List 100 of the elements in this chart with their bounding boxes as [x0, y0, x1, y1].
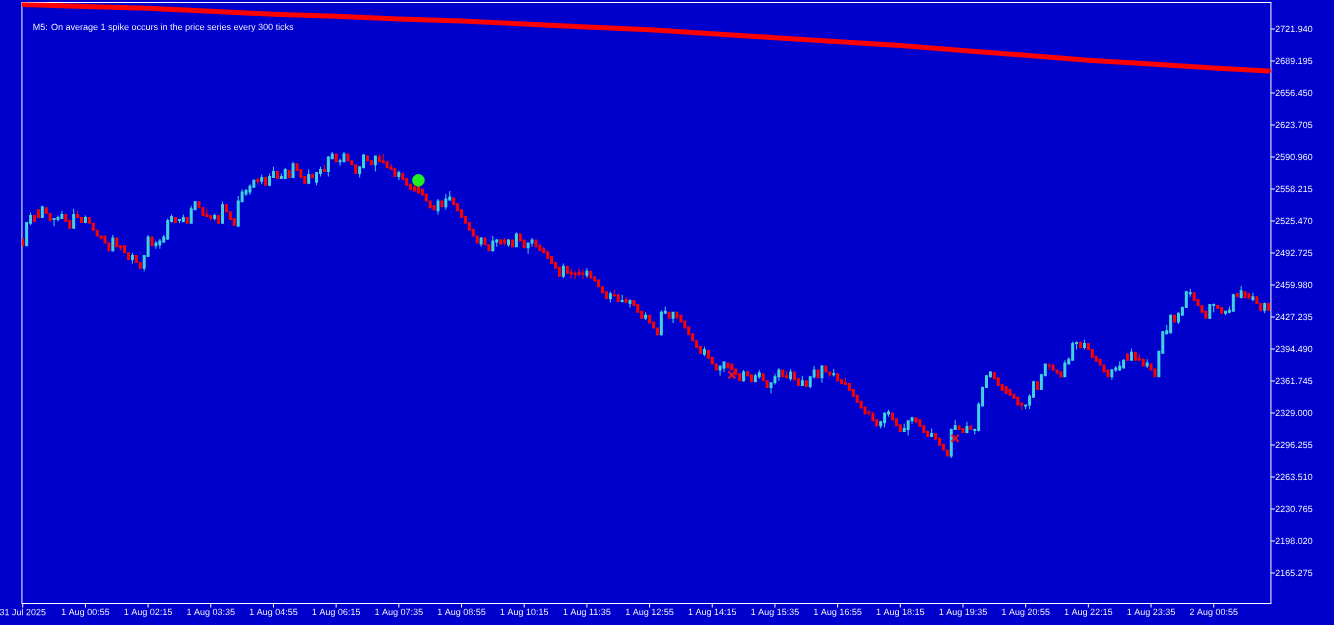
candlestick: [154, 240, 158, 250]
candlestick: [1263, 302, 1267, 314]
candlestick: [742, 369, 746, 383]
candlestick: [491, 235, 495, 253]
candlestick: [1020, 401, 1024, 411]
candlestick: [83, 215, 87, 224]
candlestick: [836, 373, 840, 382]
x-tick-label: 1 Aug 11:35: [563, 608, 611, 617]
candlestick: [1141, 358, 1145, 367]
candlestick: [1133, 351, 1137, 361]
candlestick: [804, 380, 808, 388]
candlestick: [789, 368, 793, 382]
candlestick: [275, 171, 279, 179]
y-tick-label: 2656.450: [1275, 89, 1313, 97]
candlestick: [589, 270, 593, 279]
candlestick: [816, 369, 820, 379]
candlestick: [757, 369, 761, 380]
candlestick: [832, 368, 836, 378]
candlestick: [115, 237, 119, 248]
candlestick: [158, 238, 162, 250]
candlestick: [1008, 388, 1012, 396]
x-tick-label: 1 Aug 04:55: [249, 608, 298, 617]
candlestick: [620, 294, 624, 304]
candlestick: [902, 423, 906, 433]
candlestick: [307, 169, 311, 185]
candlestick: [326, 155, 330, 177]
candlestick: [730, 363, 734, 371]
candlestick: [260, 173, 264, 185]
candlestick: [546, 251, 550, 260]
candlestick: [1192, 292, 1196, 302]
point: [412, 174, 425, 187]
candlestick: [36, 209, 40, 218]
candlestick: [514, 231, 518, 248]
candlestick: [534, 239, 538, 248]
y-tick-label: 2296.255: [1275, 441, 1313, 449]
x-tick-label: 1 Aug 15:35: [751, 608, 799, 617]
candlestick: [644, 311, 648, 321]
x-tick-label: 1 Aug 23:35: [1127, 608, 1175, 617]
candlestick: [1235, 292, 1239, 298]
candlestick: [565, 265, 569, 274]
point: [727, 370, 737, 380]
candlestick: [1071, 341, 1075, 361]
candlestick: [1016, 396, 1020, 406]
candlestick: [354, 164, 358, 175]
candlestick: [561, 262, 565, 279]
candlestick: [499, 238, 503, 245]
candlestick: [667, 311, 671, 319]
candlestick: [185, 216, 189, 224]
x-tick-label: 1 Aug 00:55: [61, 608, 110, 617]
candlestick: [150, 236, 154, 247]
candlestick: [291, 161, 295, 178]
candlestick: [479, 236, 483, 248]
x-tick-label: 1 Aug 20:55: [1002, 608, 1050, 617]
y-tick-label: 2558.215: [1275, 185, 1313, 193]
y-tick-label: 2165.275: [1275, 569, 1313, 577]
candlestick: [1145, 358, 1149, 369]
candlestick: [573, 270, 577, 280]
candlestick: [334, 153, 338, 163]
candlestick: [624, 296, 628, 304]
candlestick: [311, 173, 315, 178]
candlestick: [914, 417, 918, 425]
candlestick: [749, 374, 753, 383]
candlestick: [346, 153, 350, 162]
candlestick: [1129, 347, 1133, 361]
candlestick: [1173, 314, 1177, 323]
candlestick: [1047, 362, 1051, 371]
y-tick-label: 2230.765: [1275, 505, 1313, 513]
candlestick: [1243, 291, 1247, 299]
candlestick: [616, 294, 620, 303]
candlestick: [436, 198, 440, 216]
candlestick: [174, 216, 177, 224]
candlestick: [785, 370, 789, 379]
x-tick-label: 1 Aug 14:15: [688, 608, 737, 617]
candlestick: [969, 424, 973, 431]
candlestick: [753, 373, 757, 383]
candlestick: [381, 153, 385, 164]
y-tick-label: 2590.960: [1275, 153, 1313, 161]
candlestick: [1126, 352, 1130, 361]
candlestick: [52, 217, 56, 227]
y-tick-label: 2263.510: [1275, 473, 1313, 481]
candlestick: [1224, 310, 1227, 316]
candlestick: [824, 365, 828, 373]
candlestick: [722, 360, 726, 373]
candlestick: [538, 243, 542, 252]
x-tick-label: 1 Aug 16:55: [814, 608, 862, 617]
candlestick: [1267, 302, 1271, 311]
candlestick: [961, 428, 965, 433]
candlestick: [1247, 293, 1251, 301]
candlestick: [213, 213, 217, 221]
candlestick: [800, 375, 804, 387]
candlestick: [217, 215, 221, 224]
candlestick: [393, 168, 397, 177]
candlestick: [581, 268, 585, 280]
candlestick: [221, 201, 225, 224]
candlestick: [1059, 371, 1063, 379]
candlestick: [557, 266, 561, 277]
candlestick: [405, 177, 409, 186]
candlestick: [781, 369, 785, 378]
candlestick: [1063, 359, 1067, 378]
candlestick: [507, 238, 511, 248]
